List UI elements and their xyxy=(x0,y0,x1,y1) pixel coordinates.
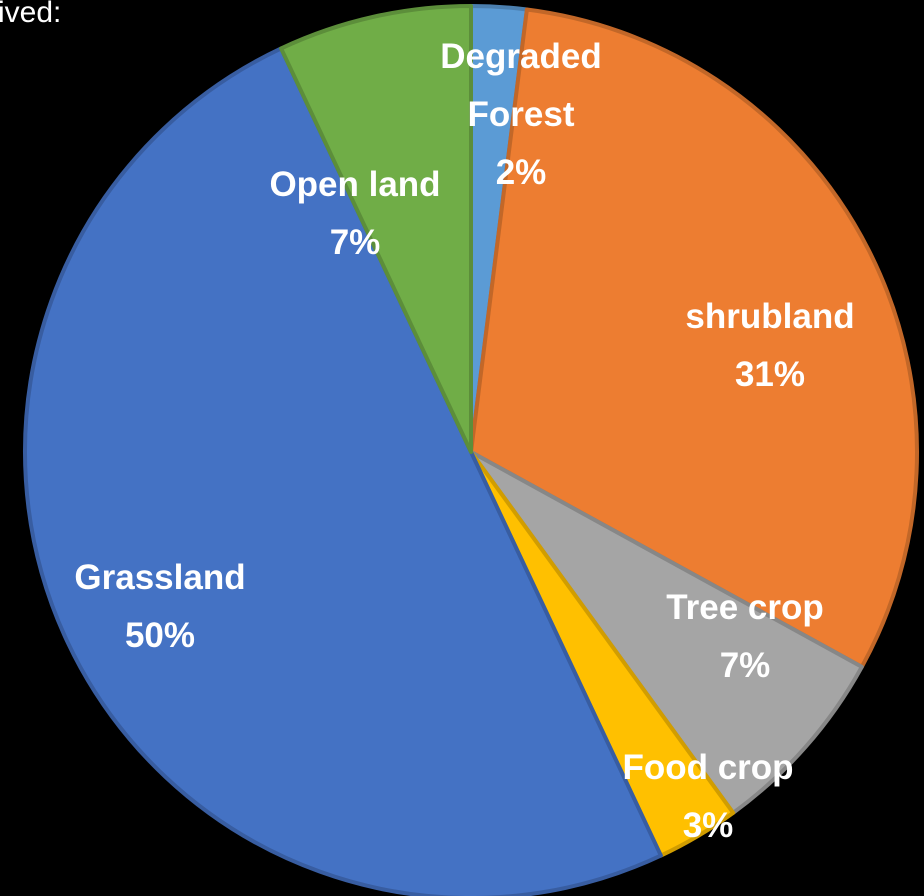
value-label: 7% xyxy=(329,223,381,262)
pie-slice xyxy=(23,46,663,896)
category-label: shrubland xyxy=(685,297,855,336)
value-label: 31% xyxy=(734,355,806,394)
category-label: Food crop xyxy=(622,748,794,787)
category-label: Open land xyxy=(269,165,441,204)
value-label: 7% xyxy=(719,646,771,685)
category-label: Tree crop xyxy=(666,588,824,627)
slice-label: Open land 7% xyxy=(225,156,485,272)
pie-slice xyxy=(279,4,473,454)
slice-label: shrubland 31% xyxy=(640,288,900,404)
category-label: Grassland xyxy=(74,558,246,597)
value-label: 50% xyxy=(124,616,196,655)
slice-label: Grassland 50% xyxy=(30,549,290,665)
pie-slice xyxy=(469,450,864,815)
value-label: 3% xyxy=(682,806,734,845)
cropped-text: ived: xyxy=(0,0,62,29)
pie-slice xyxy=(469,7,919,669)
slice-label: Tree crop 7% xyxy=(615,579,875,695)
value-label: 2% xyxy=(495,153,547,192)
slice-label: Food crop 3% xyxy=(578,739,838,855)
category-label: Degraded Forest xyxy=(440,37,602,134)
slice-label: Degraded Forest 2% xyxy=(411,28,631,202)
